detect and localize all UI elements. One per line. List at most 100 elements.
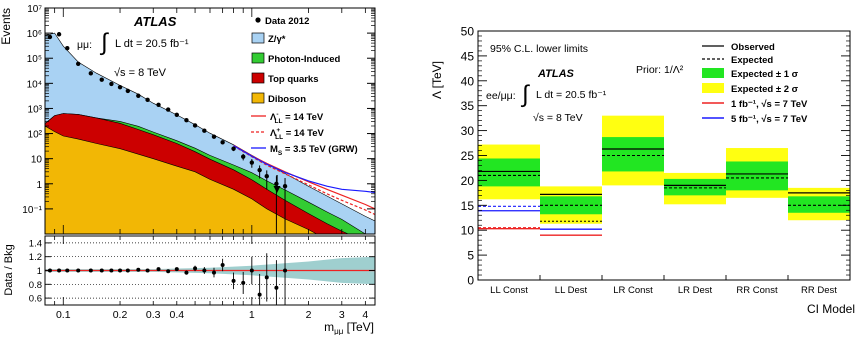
ratio-point [99,268,104,273]
data-point [211,134,217,139]
y-tick-label: 50 [461,25,475,39]
left-y-axis: 10⁻¹ 1 10 10² 10³ 10⁴ 10⁵ 10⁶ 10⁷ [22,4,375,216]
right-y-axis: 0 5 10 15 20 25 30 35 40 45 50 [461,25,850,288]
x-tick-label: 2 [306,309,312,321]
x-tick-label: 0.3 [146,309,161,321]
legend-item-1fb: 1 fb⁻¹, √s = 7 TeV [702,99,808,110]
y-tick-label: 35 [461,99,475,113]
ratio-point [145,268,150,273]
data-point [99,77,104,82]
right-energy-label: √s = 8 TeV [533,112,583,124]
svg-text:1 fb⁻¹, √s = 7 TeV: 1 fb⁻¹, √s = 7 TeV [731,99,808,110]
y-tick-label: 15 [461,199,475,213]
band-1sigma [664,178,726,196]
data-point [109,81,114,87]
y-tick-label: 10⁷ [27,4,42,15]
data-point [192,123,198,128]
data-point [165,107,171,112]
category-label: LR Dest [678,285,713,296]
y-tick-label: 20 [461,174,475,188]
ratio-point [193,266,198,271]
background-stack [45,32,375,234]
prior-label: Prior: 1/Λ² [636,64,684,76]
ratio-point [76,268,81,273]
ratio-y-tick-label: 1.2 [29,252,42,263]
ratio-point [156,267,161,272]
svg-text:Data 2012: Data 2012 [265,16,309,27]
ratio-point [249,268,254,273]
legend-item-ll-plus: Λ+ LL = 14 TeV [251,127,325,141]
left-y-axis-label: Events [0,8,13,45]
data-point [257,167,262,173]
svg-text:Z/γ*: Z/γ* [268,34,286,45]
ratio-point [220,262,225,267]
ratio-y-axis: 0.6 0.8 1 1.2 1.4 [29,238,375,305]
y-tick-label: 10³ [28,104,43,115]
ratio-y-tick-label: 1.4 [29,238,42,249]
stack-diboson [45,125,375,234]
data-point [136,93,141,98]
right-atlas-label: ATLAS [537,68,575,80]
legend-item-band2: Expected ± 2 σ [702,83,799,95]
ratio-point [136,267,141,272]
y-tick-label: 10⁵ [27,54,42,65]
legend-item-expected: Expected [702,55,773,66]
svg-text:Λ-LL = 14 TeV: Λ-LL = 14 TeV [270,111,324,125]
ratio-point [184,270,189,275]
x-tick-label: 0.2 [113,309,128,321]
category-label: RR Dest [801,285,837,296]
ratio-y-tick-label: 1 [37,266,42,277]
data-point [202,128,207,133]
category-label: LR Const [613,285,653,296]
svg-text:Diboson: Diboson [268,94,306,105]
data-point [264,174,269,179]
left-x-axis: 0.1 0.2 0.3 0.4 1 2 3 4 [44,236,368,321]
ratio-point [174,267,179,272]
right-x-axis-label: CI Model [807,302,855,316]
data-point [231,146,236,151]
data-point [249,160,255,165]
ratio-point [125,268,130,273]
data-point [76,61,81,66]
svg-text:Λ+LL = 14 TeV: Λ+ LL = 14 TeV [270,127,325,141]
signal-grw [233,145,375,194]
x-tick-label: 0.4 [169,309,184,321]
data-point [174,112,179,117]
legend-item-top: Top quarks [251,72,319,85]
ratio-points [47,236,288,305]
data-point [282,184,288,189]
ratio-point [65,268,70,273]
right-title: 95% C.L. lower limits [490,43,588,55]
limit-bars [477,115,851,280]
legend-item-grw: MS = 3.5 TeV (GRW) [251,144,358,157]
ratio-point [118,268,123,273]
left-x-axis-label: mμμ [TeV] [324,320,374,335]
data-point [56,32,62,37]
right-lumi-label: L dt = 20.5 fb⁻¹ [536,89,607,101]
band-1sigma [478,158,540,187]
svg-text:Expected ± 2 σ: Expected ± 2 σ [731,84,799,95]
x-tick-label: 4 [362,309,368,321]
right-chart: 0 5 10 15 20 25 30 35 40 45 50 LL Const LL Dest LR C… [430,25,855,317]
y-tick-label: 0 [467,274,474,288]
data-point [145,97,150,103]
right-integral-sign: ∫ [520,81,530,108]
ratio-point [88,268,93,273]
legend-item-photon: Photon-Induced [251,52,340,65]
band-1sigma [788,196,850,213]
y-tick-label: 10² [28,130,43,141]
y-tick-label: 10⁻¹ [22,205,42,216]
ratio-point [274,285,279,290]
right-y-axis-label: Λ [TeV] [430,61,444,99]
legend-item-ll-minus: Λ-LL = 14 TeV [251,111,324,125]
ratio-point [257,292,262,297]
svg-text:MS = 3.5 TeV (GRW): MS = 3.5 TeV (GRW) [270,144,358,157]
y-tick-label: 30 [461,124,475,138]
ratio-point [231,278,236,283]
left-atlas-label: ATLAS [133,14,177,29]
ratio-point [166,269,171,274]
data-point [47,34,53,40]
y-tick-label: 10⁴ [27,79,42,90]
data-point [117,85,123,90]
